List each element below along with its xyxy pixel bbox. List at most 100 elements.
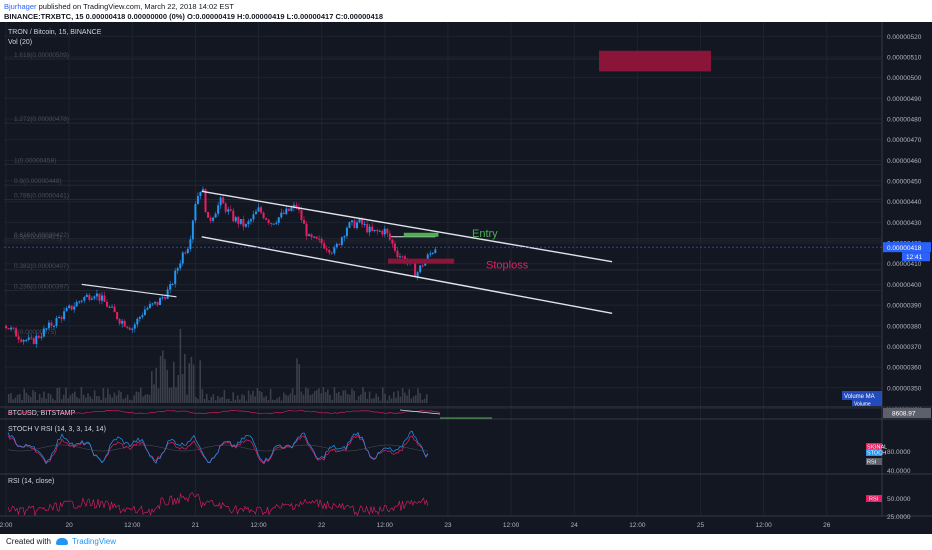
candle-body — [255, 211, 258, 215]
candle-body — [204, 189, 207, 212]
candle-body — [148, 304, 151, 309]
volume-bar — [408, 389, 410, 403]
chart-svg[interactable]: 0.00000520 0.00000510 0.00000500 0.00000490… — [0, 22, 932, 534]
fib-level-label: 0.9(0.00000448) — [14, 178, 62, 185]
volume-bar — [419, 393, 421, 403]
stoch-tick-label: 40.0000 — [887, 468, 911, 475]
candle-body — [45, 328, 48, 330]
stoch-tag — [866, 443, 882, 450]
volume-bar — [60, 399, 63, 403]
candle-body — [419, 265, 422, 273]
stoploss-marker[interactable] — [387, 258, 455, 264]
candle-body — [302, 220, 305, 224]
volume-bar — [331, 399, 333, 403]
candle-body — [361, 218, 364, 225]
volume-bar — [91, 398, 94, 403]
volume-bar — [65, 387, 67, 403]
candle-body — [320, 239, 323, 244]
candle-body — [348, 222, 351, 228]
candle-body — [30, 337, 33, 339]
volume-bar — [217, 396, 219, 403]
volume-bar — [298, 364, 300, 403]
volume-bar — [342, 390, 344, 403]
volume-bar — [230, 400, 232, 403]
candle-body — [333, 247, 336, 254]
candle-body — [247, 221, 250, 225]
volume-bar — [252, 390, 254, 403]
volume-bar — [56, 387, 58, 403]
btc-pane-title: BTCUSD, BITSTAMP — [8, 410, 75, 417]
volume-bar — [258, 390, 261, 403]
volume-bar — [311, 394, 314, 403]
volume-bar — [364, 391, 366, 403]
volume-bar — [27, 395, 30, 403]
channel-upper-line[interactable] — [201, 190, 613, 263]
candle-body — [153, 301, 156, 304]
candle-body — [262, 212, 265, 219]
volume-bar — [335, 393, 338, 403]
neckline[interactable] — [81, 283, 177, 298]
volume-bar — [291, 388, 294, 403]
volume-bar — [241, 394, 243, 403]
volume-bar — [76, 397, 78, 403]
target-zone-box[interactable] — [599, 50, 711, 72]
volume-bar — [283, 392, 285, 403]
volume-bar — [239, 399, 241, 403]
candle-body — [350, 220, 353, 223]
volume-bar — [120, 391, 122, 403]
volume-bar — [368, 391, 371, 403]
rsi-tag — [866, 495, 882, 502]
entry-marker[interactable] — [403, 232, 439, 237]
candle-body — [376, 229, 379, 232]
volume-bar — [126, 394, 129, 403]
volume-bar — [210, 397, 212, 403]
candle-body — [287, 208, 290, 211]
volume-bar — [100, 399, 102, 403]
volume-bar — [214, 400, 217, 403]
candle-body — [73, 306, 76, 310]
price-tick-label: 0.00000350 — [887, 385, 922, 392]
volume-bar — [357, 395, 360, 403]
candle-body — [414, 263, 417, 277]
channel-lower-line[interactable] — [201, 236, 613, 315]
candle-body — [7, 328, 10, 330]
volume-bar — [274, 400, 276, 403]
volume-bar — [197, 399, 199, 403]
volume-bar — [346, 393, 349, 403]
volume-bar — [133, 395, 135, 403]
volume-bar — [287, 395, 289, 403]
candle-body — [237, 217, 240, 224]
candle-body — [27, 337, 30, 340]
tradingview-brand: TradingView — [72, 537, 117, 546]
rsi-pane-title: RSI (14, close) — [8, 478, 54, 485]
volume-bar — [111, 397, 113, 403]
candle-body — [340, 237, 343, 245]
volume-bar — [195, 397, 197, 403]
candle-body — [265, 218, 268, 220]
chart-area[interactable]: 0.00000520 0.00000510 0.00000500 0.00000490… — [0, 22, 932, 534]
volume-bar — [353, 390, 355, 403]
candle-body — [55, 317, 58, 326]
volume-bar — [166, 369, 168, 403]
ohlc-line: BINANCE:TRXBTC, 15 0.00000418 0.00000000… — [4, 12, 383, 21]
entry-label: Entry — [472, 228, 498, 240]
candle-body — [171, 284, 174, 286]
volume-bar — [192, 364, 195, 403]
volume-bar — [333, 387, 336, 403]
candle-body — [186, 248, 189, 254]
candle-body — [272, 223, 275, 225]
volume-bar — [89, 396, 91, 403]
volume-bar — [188, 363, 190, 403]
time-tick-label: 12:00 — [377, 522, 394, 529]
publisher-link[interactable]: Bjurhager — [4, 2, 37, 11]
price-axis[interactable] — [882, 22, 932, 534]
candle-body — [10, 327, 13, 330]
stoch-tag-text: STOCH — [867, 451, 886, 457]
volume-bar — [30, 397, 32, 403]
volume-bar — [58, 387, 61, 403]
volume-bar — [142, 396, 144, 403]
candle-body — [151, 303, 154, 305]
publish-line: Bjurhager published on TradingView.com, … — [4, 2, 234, 11]
candle-body — [260, 207, 263, 213]
price-tick-label: 0.00000490 — [887, 96, 922, 103]
